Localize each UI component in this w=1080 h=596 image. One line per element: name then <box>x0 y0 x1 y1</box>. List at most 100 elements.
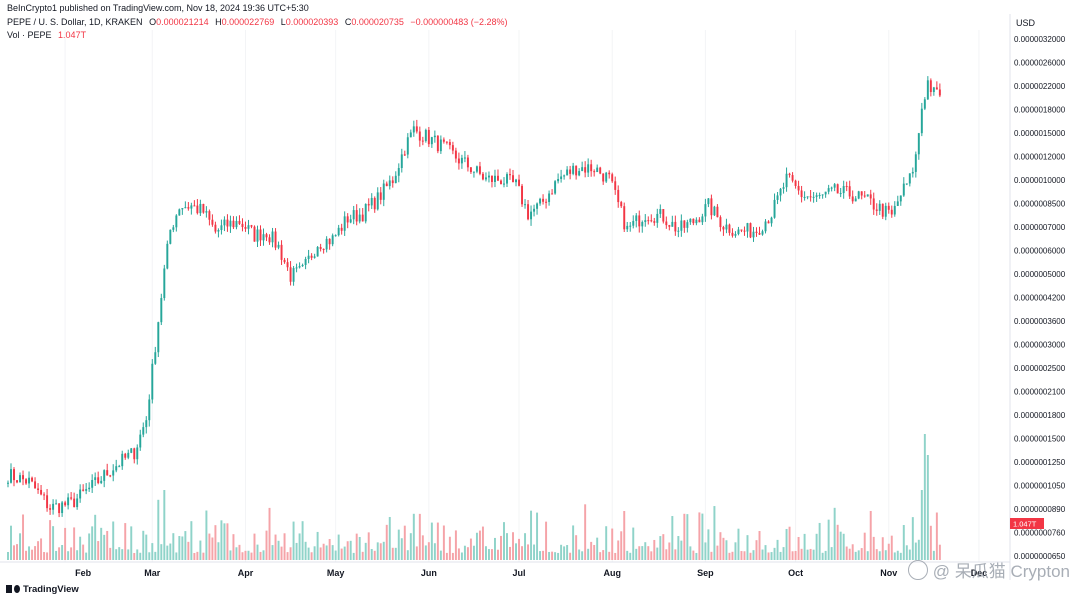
volume-bar <box>932 550 935 560</box>
volume-bar <box>445 552 448 560</box>
volume-bar <box>232 534 235 560</box>
volume-bar <box>728 552 731 560</box>
volume-bar <box>659 536 662 560</box>
candle-body <box>451 145 454 151</box>
volume-bar <box>286 552 289 560</box>
candle-body <box>800 190 803 198</box>
candle-body <box>28 477 31 484</box>
volume-bar <box>58 547 61 560</box>
x-tick-label: Dec <box>971 568 988 578</box>
volume-bar <box>590 541 593 560</box>
candle-body <box>698 219 701 223</box>
volume-bar <box>866 551 869 560</box>
volume-bar <box>503 522 505 560</box>
volume-bar <box>569 552 572 560</box>
volume-bar <box>827 519 830 560</box>
candle-body <box>175 215 178 228</box>
volume-bar <box>896 550 899 560</box>
candle-body <box>761 231 764 235</box>
volume-bar <box>40 538 43 560</box>
candle-body <box>202 203 205 213</box>
volume-bar <box>848 548 851 560</box>
candle-body <box>433 135 436 138</box>
volume-bar <box>148 552 151 560</box>
volume-bar <box>316 531 319 560</box>
candle-body <box>325 238 328 250</box>
volume-bar <box>223 523 226 560</box>
tradingview-logo[interactable]: TradingView <box>6 584 79 595</box>
candle-body <box>160 298 163 323</box>
volume-bar <box>271 545 274 560</box>
volume-bar <box>875 549 878 560</box>
candle-body <box>737 229 740 235</box>
volume-bar <box>779 551 782 560</box>
volume-bar <box>67 551 70 560</box>
candle-body <box>352 210 355 220</box>
tradingview-icon <box>6 585 20 594</box>
candle-body <box>454 150 457 159</box>
volume-bar <box>295 542 298 560</box>
y-tick-label: 0.0000001500 <box>1014 435 1066 444</box>
candle-body <box>536 203 539 209</box>
volume-bar <box>845 546 848 560</box>
volume-bar <box>487 549 490 560</box>
volume-bar <box>283 533 286 560</box>
candle-body <box>490 175 493 182</box>
candle-body <box>872 198 875 210</box>
candle-body <box>557 179 560 182</box>
volume-bar <box>704 542 707 560</box>
y-tick-label: 0.0000002500 <box>1014 364 1066 373</box>
candle-body <box>638 215 641 227</box>
y-tick-label: 0.0000018000 <box>1014 106 1066 115</box>
candle-body <box>334 235 337 237</box>
time-axis[interactable]: Feb Mar Apr May Jun Jul Aug Sep Oct Nov Dec <box>0 561 1010 578</box>
volume-bar <box>521 546 524 560</box>
volume-bar <box>872 536 875 560</box>
volume-bar <box>97 541 100 560</box>
close-value: 0.000020735 <box>351 17 404 27</box>
volume-bar <box>280 546 283 560</box>
volume-bar <box>136 549 139 560</box>
candle-body <box>611 174 614 182</box>
volume-bar <box>878 551 881 560</box>
volume-label[interactable]: Vol · PEPE <box>7 30 52 40</box>
candle-body <box>253 226 256 242</box>
candle-body <box>929 80 932 93</box>
candle-body <box>587 164 590 173</box>
volume-bar <box>457 548 460 560</box>
volume-bar <box>515 543 517 560</box>
candle-body <box>430 137 433 145</box>
volume-bar <box>578 549 581 560</box>
volume-bar <box>698 512 701 560</box>
volume-bar <box>352 552 355 560</box>
volume-bar <box>166 545 169 560</box>
price-axis[interactable]: 0.0000032000 0.0000026000 0.0000022000 0.00… <box>8 0 1066 580</box>
candle-body <box>659 209 662 214</box>
volume-bar <box>265 530 268 560</box>
candle-body <box>478 166 481 174</box>
volume-bar <box>764 545 767 560</box>
volume-bar <box>614 552 617 560</box>
candle-body <box>214 224 217 232</box>
volume-bar <box>905 545 908 560</box>
volume-bar <box>340 548 343 560</box>
volume-bar <box>142 530 145 560</box>
candle-body <box>391 180 394 184</box>
symbol-title[interactable]: PEPE / U. S. Dollar, 1D, KRAKEN <box>7 17 143 27</box>
candle-body <box>506 174 508 184</box>
last-volume-badge <box>1010 518 1044 529</box>
volume-bar <box>836 524 839 560</box>
close-label: C <box>344 17 352 27</box>
volume-bar <box>481 526 484 560</box>
volume-bar <box>10 525 12 560</box>
volume-bar <box>863 532 866 560</box>
volume-bar <box>767 552 770 560</box>
volume-bar <box>412 513 415 560</box>
volume-bar <box>205 510 208 560</box>
volume-bar <box>25 550 28 560</box>
volume-bar <box>43 552 46 560</box>
volume-bar <box>860 548 863 560</box>
y-tick-label: 0.0000003000 <box>1014 341 1066 350</box>
volume-bar <box>689 546 692 560</box>
